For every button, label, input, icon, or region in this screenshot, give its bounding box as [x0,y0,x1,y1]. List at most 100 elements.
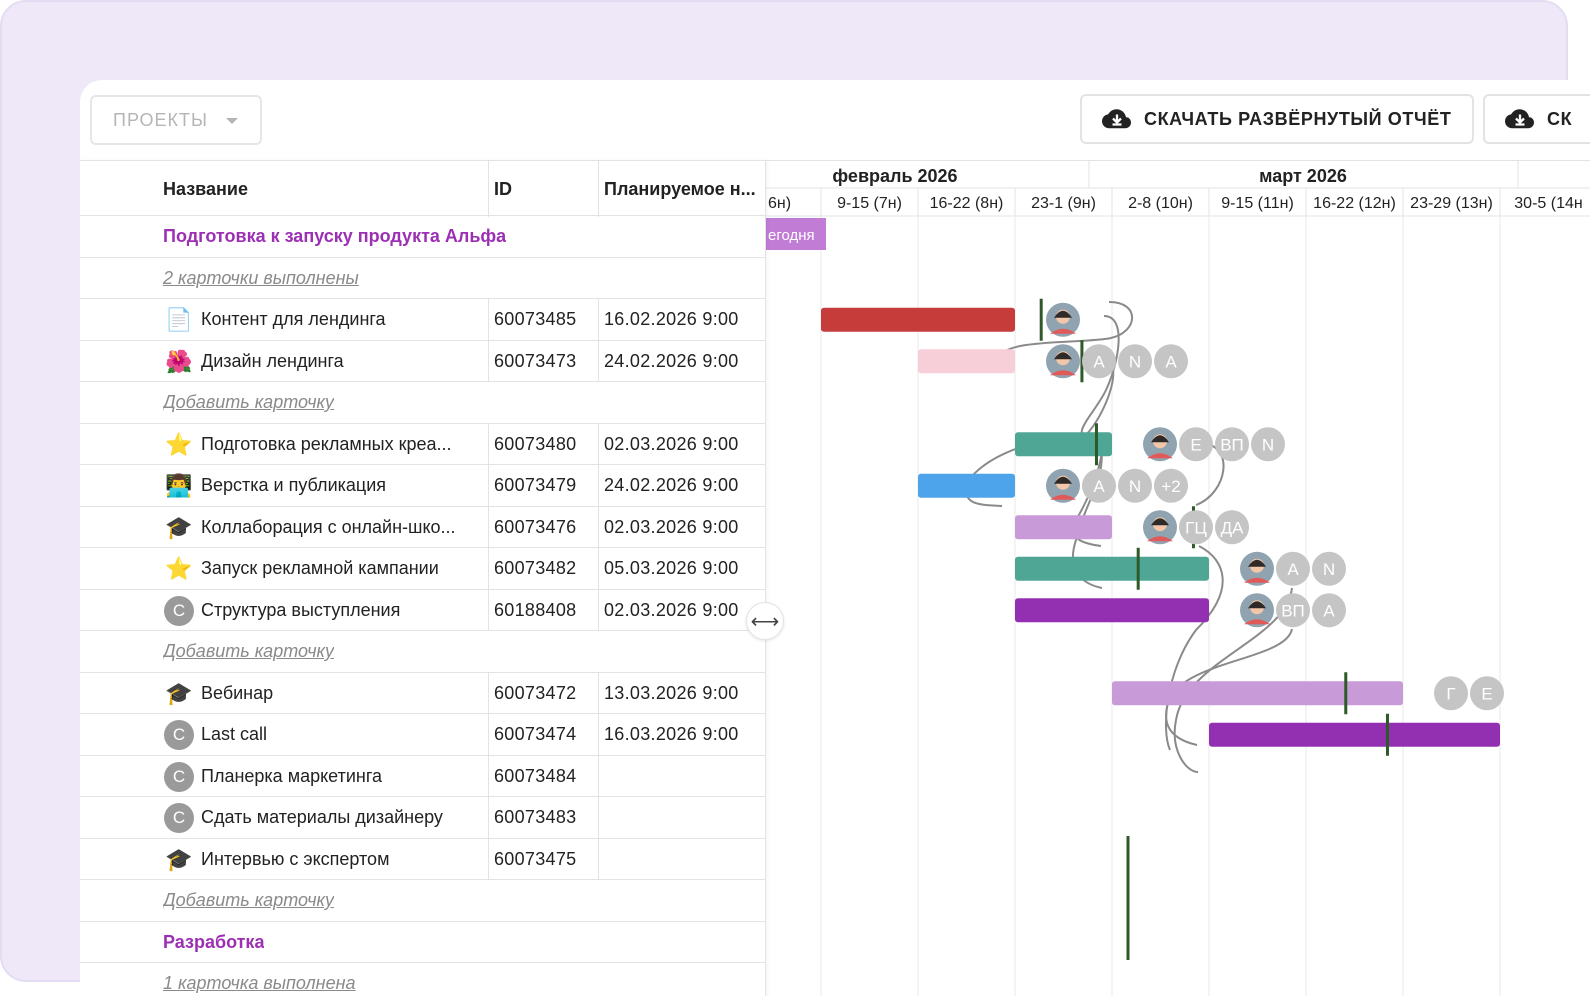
group-title[interactable]: Подготовка к запуску продукта Альфа [163,226,507,246]
avatar[interactable] [1179,427,1213,462]
task-id: 60073479 [494,475,577,495]
projects-dropdown[interactable]: ПРОЕКТЫ [90,95,262,145]
task-name[interactable]: Коллаборация с онлайн-шко... [201,516,456,537]
column-divider [598,589,599,631]
gantt-bar[interactable] [918,473,1015,498]
avatar[interactable] [1082,344,1116,379]
completed-cards-link[interactable]: 2 карточки выполнены [163,267,359,288]
column-divider[interactable] [598,161,599,217]
avatar-initials: A [1093,477,1105,496]
gantt-bar[interactable] [918,349,1015,374]
avatar[interactable] [1312,593,1346,628]
gantt-chart: февраль 2026 март 2026 6н) 9-15 (7н) 16-22 (… [766,160,1590,996]
avatar-hair [1248,559,1266,567]
table-row[interactable]: C Last call 60073474 16.03.2026 9:00 [80,714,765,756]
avatar[interactable] [1251,427,1285,462]
table-row[interactable]: C Структура выступления 60188408 02.03.2026… [80,589,765,631]
group-row[interactable]: Разработка [80,922,765,963]
today-badge[interactable] [766,218,826,250]
table-row[interactable]: 📄 Контент для лендинга 60073485 16.02.2026 … [80,299,765,341]
link-row: Добавить карточку [80,880,765,922]
task-name[interactable]: Структура выступления [201,599,401,620]
task-name[interactable]: Контент для лендинга [201,309,386,329]
add-card-link[interactable]: Добавить карточку [163,890,335,910]
task-planned-date: 05.03.2026 9:00 [604,558,739,578]
avatar-hair [1054,352,1072,360]
download-report-button[interactable]: СК [1483,94,1590,144]
avatar-initials: +2 [1161,477,1180,496]
task-name[interactable]: Верстка и публикация [201,475,387,495]
table-row[interactable]: C Сдать материалы дизайнеру 60073483 [80,797,765,839]
gantt-bar[interactable] [1015,515,1112,540]
column-divider[interactable] [488,161,489,217]
task-name[interactable]: Вебинар [201,682,274,703]
task-id: 60073484 [494,765,577,786]
add-card-link[interactable]: Добавить карточку [163,392,335,412]
column-header-planned[interactable]: Планируемое н... [604,179,756,199]
table-row[interactable]: ⭐ Запуск рекламной кампании 60073482 05.03.… [80,548,765,590]
gantt-bar[interactable] [1015,556,1209,581]
task-name[interactable]: Last call [201,724,268,744]
task-name[interactable]: Интервью с экспертом [201,848,390,869]
avatar[interactable] [1434,676,1468,711]
completed-cards-link[interactable]: 1 карточка выполнена [163,973,356,993]
task-name[interactable]: Сдать материалы дизайнеру [201,807,443,827]
task-id: 60073472 [494,682,577,703]
avatar[interactable] [1118,344,1152,379]
avatar[interactable] [1215,427,1249,462]
gantt-bar[interactable] [1112,681,1403,706]
avatar[interactable] [1276,593,1310,628]
column-divider [598,423,599,465]
add-card-link[interactable]: Добавить карточку [163,641,335,661]
task-name[interactable]: Подготовка рекламных креа... [201,433,452,454]
gantt-bar[interactable] [1209,722,1500,747]
resize-handle[interactable]: ⟷ [746,602,784,640]
task-name[interactable]: Запуск рекламной кампании [201,558,439,578]
link-row: Добавить карточку [80,631,765,673]
column-divider [488,797,489,838]
column-divider [488,299,489,340]
table-row[interactable]: 🎓 Вебинар 60073472 13.03.2026 9:00 [80,672,765,714]
gantt-bar[interactable] [1015,598,1209,623]
task-planned-date: 24.02.2026 9:00 [604,475,739,495]
avatar-hair [1248,601,1266,609]
table-row[interactable]: 🌺 Дизайн лендинга 60073473 24.02.2026 9:00 [80,340,765,382]
table-row[interactable]: 🎓 Интервью с экспертом 60073475 [80,838,765,880]
table-row[interactable]: ⭐ Подготовка рекламных креа... 60073480 02.… [80,423,765,465]
avatar[interactable] [1082,468,1116,503]
column-divider [598,672,599,714]
avatar[interactable] [1118,468,1152,503]
avatar[interactable] [1179,510,1213,545]
table-row[interactable]: C Планерка маркетинга 60073484 [80,755,765,797]
table-row[interactable]: 👨‍💻 Верстка и публикация 60073479 24.02.202… [80,465,765,507]
task-id: 60073485 [494,309,577,329]
gantt-canvas: февраль 2026 март 2026 6н) 9-15 (7н) 16-22 (… [766,160,1590,996]
column-divider [598,548,599,589]
avatar[interactable] [1215,510,1249,545]
table-row[interactable]: 🎓 Коллаборация с онлайн-шко... 60073476 02.… [80,506,765,548]
star-icon: ⭐ [165,556,193,581]
avatar[interactable] [1154,344,1188,379]
gantt-bar[interactable] [821,307,1015,332]
column-divider [488,423,489,465]
task-name[interactable]: Планерка маркетинга [201,765,383,786]
column-header-name[interactable]: Название [163,179,248,199]
graduation-cap-icon: 🎓 [165,846,193,872]
avatar[interactable] [1154,468,1188,503]
task-name[interactable]: Дизайн лендинга [201,350,344,371]
avatar[interactable] [1470,676,1504,711]
task-id: 60073480 [494,433,577,454]
avatar[interactable] [1312,551,1346,586]
gantt-bar[interactable] [1015,432,1112,457]
letter-c-icon: C [164,761,194,792]
group-row[interactable]: Подготовка к запуску продукта Альфа [80,216,765,258]
week-label: 23-29 (13н) [1410,195,1493,212]
group-title[interactable]: Разработка [163,931,265,952]
week-label: 16-22 (8н) [930,195,1004,212]
column-header-id[interactable]: ID [494,179,512,199]
column-divider [598,299,599,340]
link-row: 1 карточка выполнена [80,963,765,996]
download-full-report-button[interactable]: СКАЧАТЬ РАЗВЁРНУТЫЙ ОТЧЁТ [1080,94,1474,144]
download-full-report-label: СКАЧАТЬ РАЗВЁРНУТЫЙ ОТЧЁТ [1144,108,1452,129]
avatar[interactable] [1276,551,1310,586]
